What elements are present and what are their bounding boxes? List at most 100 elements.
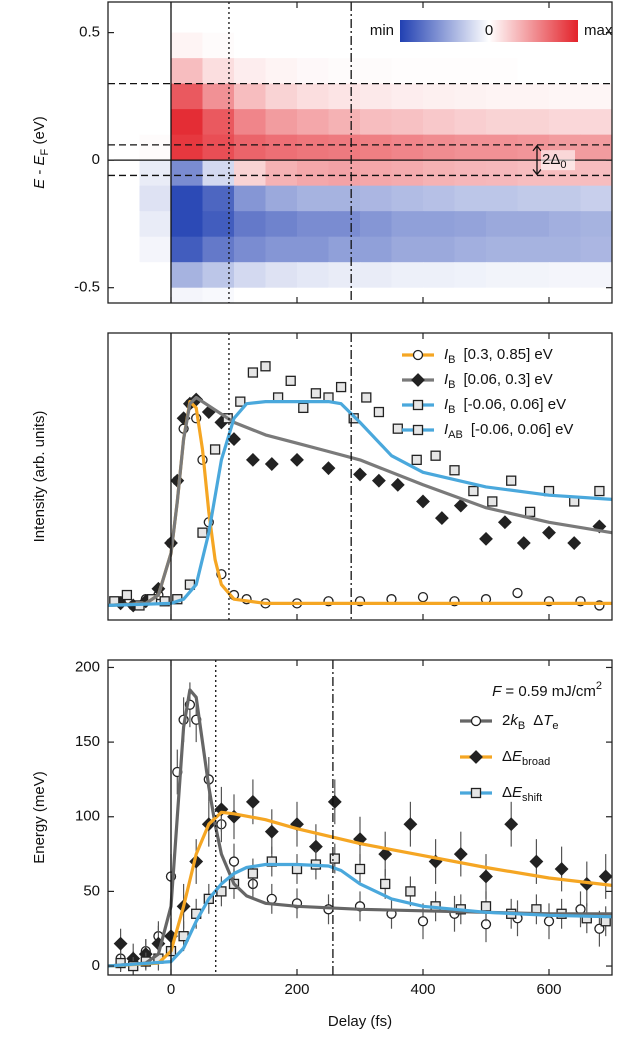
heatmap-cell <box>517 287 550 303</box>
heatmap-cell <box>234 287 266 303</box>
marker <box>416 494 430 509</box>
marker <box>329 853 340 864</box>
heatmap-cell <box>423 160 455 187</box>
marker <box>247 367 259 378</box>
plot-area <box>108 682 612 975</box>
legend-label: IB [0.06, 0.3] eV <box>444 371 553 391</box>
legend-label-part: shift <box>522 792 542 804</box>
marker <box>594 485 605 497</box>
heatmap-cell <box>423 287 455 303</box>
heatmap-cell <box>486 83 518 110</box>
marker <box>335 381 347 393</box>
heatmap-cell <box>486 287 518 303</box>
heatmap-cell <box>517 58 550 85</box>
marker <box>245 794 260 809</box>
heatmap-cell <box>391 262 424 289</box>
heatmap-cell <box>234 109 266 136</box>
heatmap-cell <box>549 287 581 303</box>
heatmap-cell <box>171 109 203 136</box>
heatmap-cell <box>328 287 361 303</box>
marker <box>361 392 372 403</box>
legend-label-part: [-0.06, 0.06] eV <box>471 421 574 438</box>
marker <box>417 591 429 603</box>
heatmap-cell <box>391 134 424 161</box>
heatmap-cell <box>234 185 266 212</box>
heatmap-cell <box>454 109 487 136</box>
legend-label-part: e <box>552 720 558 732</box>
heatmap-cell <box>234 32 266 59</box>
legend-label-part: [0.06, 0.3] eV <box>464 371 553 388</box>
heatmap-cell <box>265 262 298 289</box>
heatmap-cell <box>549 58 581 85</box>
marker <box>298 402 309 414</box>
legend-label-part: [-0.06, 0.06] eV <box>464 396 567 413</box>
heatmap-cell <box>234 58 266 85</box>
heatmap-cell <box>297 262 329 289</box>
x-axis-label-part: Delay (fs) <box>328 1013 392 1030</box>
heatmap-cell <box>108 7 140 34</box>
x-tick-label: 600 <box>536 981 561 998</box>
heatmap-cell <box>265 109 298 136</box>
marker <box>403 817 418 832</box>
heatmap-cell <box>328 185 361 212</box>
marker <box>434 511 449 526</box>
marker <box>411 454 422 466</box>
marker <box>524 506 536 518</box>
heatmap-cell <box>108 58 140 85</box>
legend-label-part: B <box>448 404 455 416</box>
heatmap-cell <box>297 287 329 303</box>
heatmap-cell <box>171 134 203 161</box>
heatmap-cell <box>171 83 203 110</box>
heatmap-cell <box>139 32 172 59</box>
heatmap-cell <box>297 7 329 34</box>
legend-label-part: E <box>512 748 523 765</box>
axes-frame <box>107 1 613 304</box>
colorbar <box>400 20 578 42</box>
colorbar-label: 0 <box>485 22 493 39</box>
y-tick-label: 0.5 <box>79 24 100 41</box>
marker <box>430 450 441 461</box>
y-tick-label: 200 <box>75 658 100 675</box>
heatmap-cell <box>580 262 612 289</box>
y-tick-label: 100 <box>75 808 100 825</box>
heatmap-cell <box>360 185 392 212</box>
heatmap-cell <box>454 262 487 289</box>
annotation-bg <box>541 150 575 171</box>
heatmap-cell <box>108 185 140 212</box>
x-tick-label: 400 <box>410 981 435 998</box>
heatmap-cell <box>580 32 612 59</box>
heatmap-cell <box>580 134 612 161</box>
heatmap-cell <box>580 58 612 85</box>
legend-label-part: 2 <box>502 712 510 729</box>
marker <box>228 856 240 867</box>
y-tick-label: 0 <box>92 957 100 974</box>
marker <box>353 467 367 482</box>
heatmap-cell <box>391 58 424 85</box>
heatmap-cell <box>202 236 235 263</box>
heatmap-cell <box>454 185 487 212</box>
heatmap-cell <box>202 109 235 136</box>
legend-marker <box>412 399 424 411</box>
heatmap-cell <box>517 236 550 263</box>
heatmap-cell <box>580 83 612 110</box>
x-tick-label: 0 <box>167 981 175 998</box>
marker <box>245 452 260 467</box>
heatmap-cell <box>265 7 298 34</box>
heatmap-cell <box>328 160 361 187</box>
heatmap-cell <box>391 109 424 136</box>
heatmap-cell <box>171 262 203 289</box>
y-axis-label: Energy (meV) <box>31 771 48 864</box>
heatmap-cell <box>139 287 172 303</box>
heatmap-cell <box>202 287 235 303</box>
marker <box>264 824 279 839</box>
marker <box>321 461 336 476</box>
heatmap-cell <box>139 134 172 161</box>
heatmap-cell <box>423 109 455 136</box>
marker <box>310 388 322 399</box>
heatmap-cell <box>360 83 392 110</box>
heatmap-cell <box>517 83 550 110</box>
heatmap-cell <box>486 236 518 263</box>
heatmap-cell <box>454 58 487 85</box>
marker <box>497 515 512 530</box>
